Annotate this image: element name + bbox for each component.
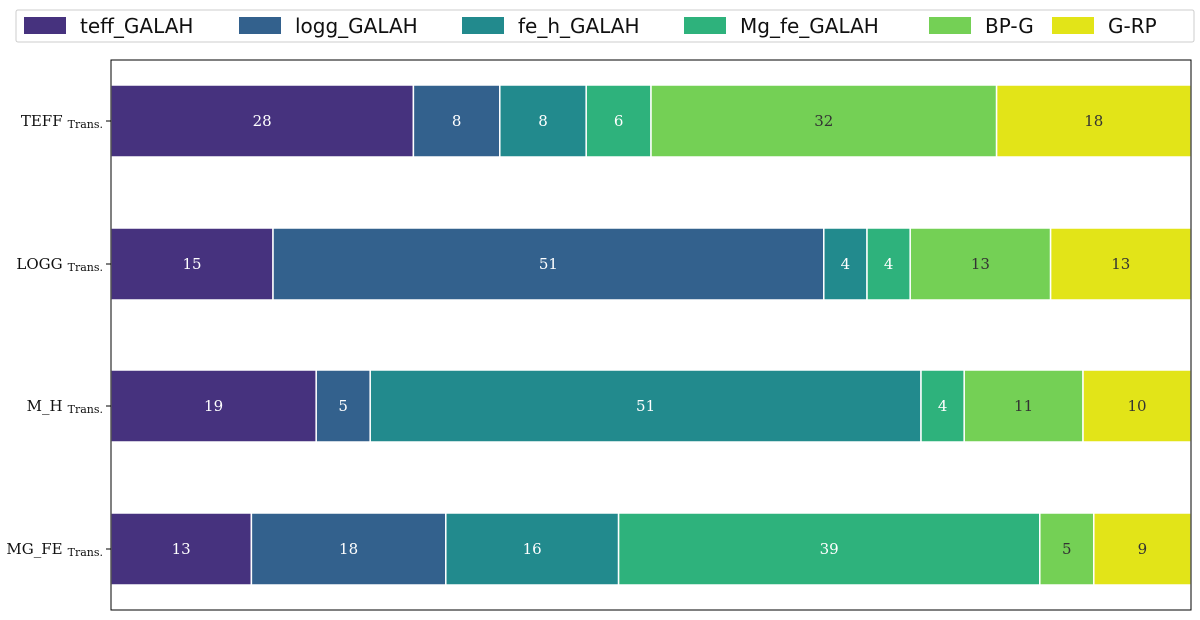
bar-label-logg-g-rp: 13 [1111, 255, 1130, 273]
y-tick-label-suffix: Trans. [68, 261, 103, 274]
bars: 28 8 8 6 32 18 15 51 4 4 13 13 19 5 51 4 11 10 13 18 16 39 5 9 [110, 84, 1192, 586]
bar-label-logg-bp-g: 13 [971, 255, 990, 273]
y-tick-label-suffix: Trans. [68, 546, 103, 559]
legend-label-logg_galah: logg_GALAH [295, 14, 418, 38]
legend-label-bp-g: BP-G [985, 14, 1034, 38]
legend-swatch-teff_galah [24, 17, 66, 34]
bar-segment-teff-bp-g [650, 84, 998, 158]
legend-swatch-mg_fe_galah [684, 17, 726, 34]
y-tick-label-teff: TEFF Trans. [21, 112, 103, 131]
legend-swatch-fe_h_galah [462, 17, 504, 34]
y-tick-label-logg: LOGG Trans. [16, 255, 103, 274]
bar-label-m-h-g-rp: 10 [1127, 397, 1146, 415]
y-tick-label-main: TEFF [21, 112, 63, 130]
bar-label-mg-fe-fe_h_galah: 16 [523, 540, 542, 558]
bar-segment-m-h-logg_galah [315, 369, 371, 443]
bar-label-logg-logg_galah: 51 [539, 255, 558, 273]
bar-segment-m-h-fe_h_galah [369, 369, 922, 443]
bar-label-m-h-mg_fe_galah: 4 [938, 397, 948, 415]
bar-label-logg-fe_h_galah: 4 [841, 255, 851, 273]
legend-label-g-rp: G-RP [1108, 14, 1157, 38]
bar-label-m-h-teff_galah: 19 [204, 397, 223, 415]
bar-label-m-h-fe_h_galah: 51 [636, 397, 655, 415]
legend-label-mg_fe_galah: Mg_fe_GALAH [740, 14, 879, 38]
bar-segment-m-h-teff_galah [110, 369, 317, 443]
bar-label-teff-mg_fe_galah: 6 [614, 112, 624, 130]
bar-label-teff-bp-g: 32 [814, 112, 833, 130]
bar-segment-teff-fe_h_galah [499, 84, 587, 158]
bar-segment-mg-fe-fe_h_galah [445, 512, 620, 586]
bar-label-m-h-bp-g: 11 [1014, 397, 1033, 415]
legend-label-teff_galah: teff_GALAH [80, 14, 193, 38]
bar-segment-mg-fe-mg_fe_galah [617, 512, 1041, 586]
y-tick-label-m-h: M_H Trans. [27, 397, 103, 416]
plot-frame [110, 59, 1192, 611]
legend: teff_GALAH logg_GALAH fe_h_GALAH Mg_fe_GALA… [24, 14, 1157, 38]
legend-label-fe_h_galah: fe_h_GALAH [518, 14, 640, 38]
bar-label-mg-fe-bp-g: 5 [1062, 540, 1072, 558]
bar-label-mg-fe-mg_fe_galah: 39 [820, 540, 839, 558]
bar-label-teff-g-rp: 18 [1084, 112, 1103, 130]
bar-segment-logg-g-rp [1049, 227, 1192, 301]
y-tick-label-mg-fe: MG_FE Trans. [6, 540, 103, 559]
y-tick-label-main: MG_FE [6, 540, 62, 558]
bar-segment-logg-mg_fe_galah [866, 227, 911, 301]
legend-swatch-bp-g [929, 17, 971, 34]
bar-label-m-h-logg_galah: 5 [338, 397, 348, 415]
legend-swatch-logg_galah [239, 17, 281, 34]
bar-label-teff-logg_galah: 8 [452, 112, 462, 130]
bar-segment-teff-teff_galah [110, 84, 415, 158]
y-tick-label-main: M_H [27, 397, 63, 415]
y-tick-label-suffix: Trans. [68, 118, 103, 131]
bar-label-mg-fe-g-rp: 9 [1138, 540, 1148, 558]
bar-segment-mg-fe-bp-g [1039, 512, 1095, 586]
bar-segment-logg-bp-g [909, 227, 1052, 301]
bar-segment-mg-fe-g-rp [1093, 512, 1192, 586]
bar-segment-logg-logg_galah [272, 227, 825, 301]
bar-label-mg-fe-logg_galah: 18 [339, 540, 358, 558]
bar-segment-m-h-bp-g [963, 369, 1084, 443]
y-axis-ticks: TEFF Trans. LOGG Trans. M_H Trans. MG_FE Trans. [6, 112, 111, 559]
bar-label-logg-teff_galah: 15 [182, 255, 201, 273]
bar-label-teff-fe_h_galah: 8 [538, 112, 548, 130]
bar-segment-m-h-mg_fe_galah [920, 369, 965, 443]
y-tick-label-main: LOGG [16, 255, 62, 273]
legend-box [15, 9, 1195, 43]
bar-label-mg-fe-teff_galah: 13 [172, 540, 191, 558]
bar-segment-m-h-g-rp [1082, 369, 1192, 443]
legend-swatch-g-rp [1052, 17, 1094, 34]
bar-label-teff-teff_galah: 28 [253, 112, 272, 130]
bar-segment-mg-fe-logg_galah [250, 512, 447, 586]
y-tick-label-suffix: Trans. [68, 403, 103, 416]
bar-label-logg-mg_fe_galah: 4 [884, 255, 894, 273]
bar-segment-logg-fe_h_galah [823, 227, 868, 301]
